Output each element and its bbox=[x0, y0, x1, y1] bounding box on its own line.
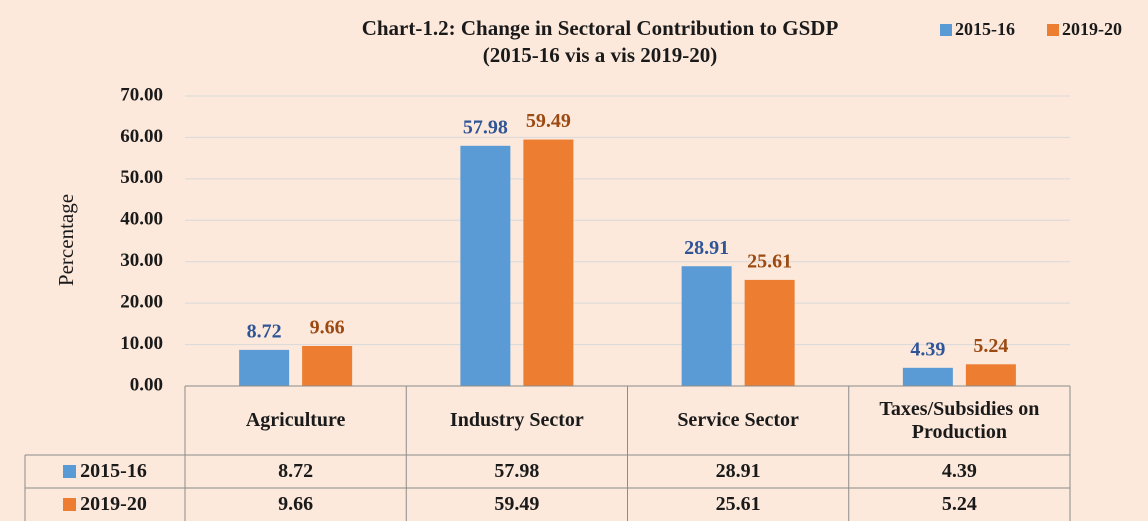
table-value-text: 8.72 bbox=[278, 460, 314, 482]
table-value: 5.24 bbox=[849, 488, 1070, 521]
legend-swatch bbox=[63, 498, 77, 511]
y-tick-label: 60.00 bbox=[120, 126, 163, 147]
table-value-text: 28.91 bbox=[715, 460, 761, 482]
table-value-text: 59.49 bbox=[494, 493, 540, 515]
category-header: Industry Sector bbox=[406, 386, 627, 455]
bar bbox=[302, 345, 353, 386]
chart-title: Chart-1.2: Change in Sectoral Contributi… bbox=[362, 16, 839, 40]
data-label: 5.24 bbox=[973, 335, 1008, 357]
bar bbox=[965, 364, 1016, 386]
bar bbox=[239, 349, 290, 386]
table-value: 4.39 bbox=[849, 455, 1070, 488]
table-value-text: 57.98 bbox=[494, 460, 540, 482]
category-header-text: Industry Sector bbox=[449, 409, 584, 431]
category-header-text: Taxes/Subsidies on Production bbox=[879, 397, 1040, 443]
legend-label: 2019-20 bbox=[1062, 19, 1122, 39]
row-header: 2015-16 bbox=[25, 455, 185, 488]
bar bbox=[744, 279, 795, 386]
data-label: 25.61 bbox=[747, 250, 792, 272]
category-header: Agriculture bbox=[185, 386, 406, 455]
y-tick-label: 20.00 bbox=[120, 292, 163, 313]
table-value: 8.72 bbox=[185, 455, 406, 488]
chart-subtitle: (2015-16 vis a vis 2019-20) bbox=[483, 43, 718, 67]
y-tick-label: 30.00 bbox=[120, 250, 163, 271]
table-value-text: 9.66 bbox=[278, 493, 314, 515]
row-header: 2019-20 bbox=[25, 488, 185, 521]
y-tick-label: 10.00 bbox=[120, 333, 163, 354]
category-header-text: Agriculture bbox=[245, 409, 346, 431]
table-value: 9.66 bbox=[185, 488, 406, 521]
y-axis-label: Percentage bbox=[54, 194, 78, 286]
category-header: Service Sector bbox=[628, 386, 849, 455]
row-header-text: 2019-20 bbox=[80, 493, 147, 515]
bar bbox=[460, 145, 511, 386]
legend-swatch bbox=[940, 24, 952, 36]
table-value: 28.91 bbox=[628, 455, 849, 488]
table-value: 57.98 bbox=[406, 455, 627, 488]
row-header-text: 2015-16 bbox=[80, 460, 147, 482]
bar bbox=[902, 367, 953, 386]
bar bbox=[681, 266, 732, 386]
y-tick-label: 70.00 bbox=[120, 84, 163, 105]
data-label: 28.91 bbox=[684, 237, 729, 259]
category-header: Taxes/Subsidies on Production bbox=[849, 386, 1070, 455]
data-label: 8.72 bbox=[247, 320, 282, 342]
legend-swatch bbox=[63, 465, 77, 478]
table-value-text: 25.61 bbox=[715, 493, 761, 515]
table-value: 25.61 bbox=[628, 488, 849, 521]
data-label: 4.39 bbox=[910, 338, 945, 360]
data-label: 57.98 bbox=[463, 116, 508, 138]
y-tick-label: 0.00 bbox=[130, 374, 163, 395]
data-label: 9.66 bbox=[310, 317, 345, 339]
table-value-text: 4.39 bbox=[941, 460, 977, 482]
data-label: 59.49 bbox=[526, 110, 571, 132]
legend-label: 2015-16 bbox=[955, 19, 1015, 39]
table-value-text: 5.24 bbox=[941, 493, 977, 515]
bar bbox=[523, 139, 574, 386]
y-tick-label: 50.00 bbox=[120, 167, 163, 188]
legend-swatch bbox=[1047, 24, 1059, 36]
category-header-text: Service Sector bbox=[677, 409, 799, 431]
table-value: 59.49 bbox=[406, 488, 627, 521]
y-tick-label: 40.00 bbox=[120, 209, 163, 230]
